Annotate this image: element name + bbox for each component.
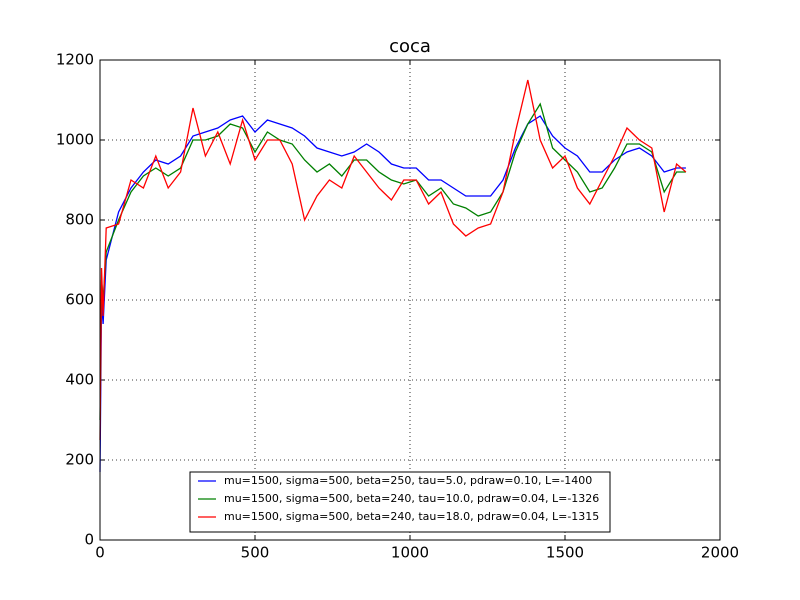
x-tick-label: 0 [95, 544, 105, 562]
y-tick-label: 600 [65, 291, 94, 309]
y-tick-label: 0 [84, 531, 94, 549]
x-tick-label: 1500 [546, 544, 584, 562]
data-line [99, 102, 686, 421]
legend-label: mu=1500, sigma=500, beta=250, tau=5.0, p… [224, 474, 592, 487]
data-line [99, 115, 686, 473]
legend-label: mu=1500, sigma=500, beta=240, tau=18.0, … [224, 510, 599, 523]
plot-frame [99, 59, 721, 541]
y-tick-label: 1000 [56, 131, 94, 149]
x-tick-label: 2000 [701, 544, 739, 562]
y-tick-label: 800 [65, 211, 94, 229]
legend-label: mu=1500, sigma=500, beta=240, tau=10.0, … [224, 492, 599, 505]
chart-title: coca [389, 36, 431, 57]
y-tick-label: 400 [65, 371, 94, 389]
data-line [99, 79, 687, 441]
y-tick-label: 200 [65, 451, 94, 469]
x-tick-label: 1000 [391, 544, 429, 562]
x-tick-label: 500 [241, 544, 270, 562]
legend-box [189, 471, 611, 533]
y-tick-label: 1200 [56, 51, 94, 69]
